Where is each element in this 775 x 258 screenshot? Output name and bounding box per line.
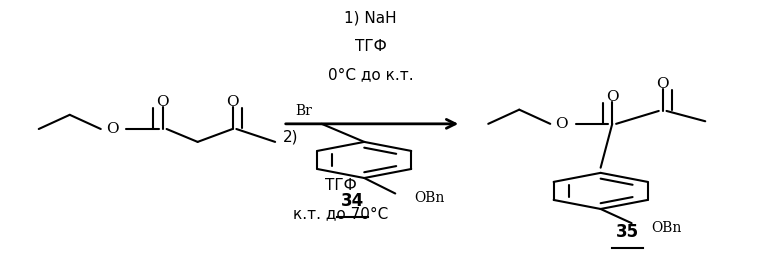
- Text: OBn: OBn: [651, 221, 681, 235]
- Text: 2): 2): [283, 129, 298, 144]
- Text: O: O: [556, 117, 568, 131]
- Text: OBn: OBn: [415, 191, 445, 205]
- Text: ТГФ: ТГФ: [326, 178, 356, 193]
- Text: 1) NaH: 1) NaH: [344, 11, 397, 26]
- Text: к.т. до 70°С: к.т. до 70°С: [294, 207, 388, 222]
- Text: 34: 34: [341, 192, 364, 210]
- Text: 35: 35: [616, 223, 639, 241]
- Text: O: O: [656, 77, 669, 91]
- Text: 0°С до к.т.: 0°С до к.т.: [328, 67, 413, 82]
- Text: O: O: [106, 122, 119, 136]
- Text: Br: Br: [295, 104, 312, 118]
- Text: O: O: [226, 95, 239, 109]
- Text: O: O: [606, 90, 618, 104]
- Text: O: O: [157, 95, 169, 109]
- Text: ТГФ: ТГФ: [355, 39, 386, 54]
